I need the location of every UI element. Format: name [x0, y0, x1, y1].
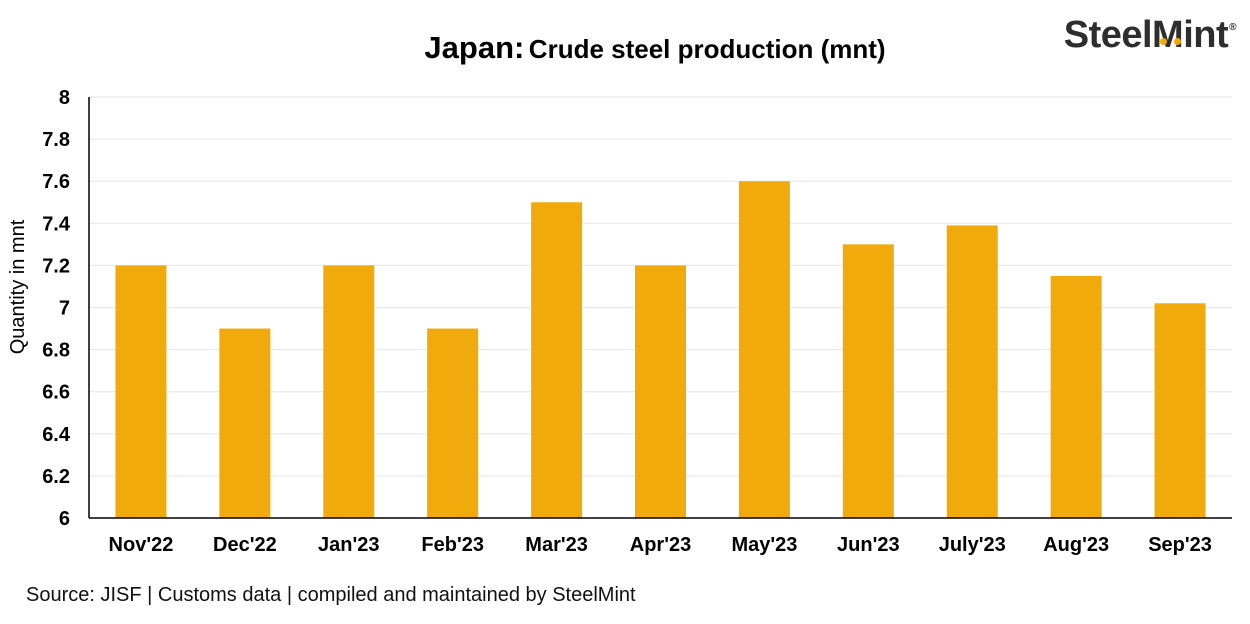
bars: [115, 181, 1206, 518]
bar: [635, 265, 686, 518]
y-tick-label: 6.6: [42, 382, 70, 404]
y-tick-label: 7.6: [42, 171, 70, 193]
y-tick-label: 7.2: [42, 255, 70, 277]
x-tick-labels: Nov'22 Dec'22 Jan'23 Feb'23 Mar'23 Apr'23 May'…: [109, 534, 1212, 556]
bar: [842, 244, 894, 518]
y-tick-label: 6: [59, 508, 70, 530]
bar: [427, 328, 479, 518]
x-tick-label: Aug'23: [1043, 534, 1109, 556]
y-tick-label: 7: [59, 298, 70, 320]
y-tick-label: 7.4: [42, 213, 71, 235]
logo-dots-icon: [1159, 12, 1188, 55]
y-tick-label: 6.2: [42, 466, 70, 488]
x-tick-label: July'23: [939, 534, 1006, 556]
x-tick-label: Nov'22: [109, 534, 174, 556]
bar: [738, 181, 790, 518]
chart-title: Japan: Crude steel production (mnt): [0, 30, 1250, 66]
logo-registered-mark: ®: [1229, 22, 1236, 33]
x-tick-label: Apr'23: [630, 534, 691, 556]
logo-text: SteelMint: [1063, 14, 1229, 56]
x-tick-label: Sep'23: [1148, 534, 1212, 556]
y-tick-label: 8: [59, 87, 70, 109]
source-note: Source: JISF | Customs data | compiled a…: [26, 584, 636, 606]
bar: [323, 265, 375, 518]
bar: [1154, 303, 1206, 518]
x-tick-label: Jan'23: [318, 534, 379, 556]
x-tick-label: Feb'23: [421, 534, 484, 556]
y-tick-label: 6.4: [42, 424, 71, 446]
y-axis-label: Quantity in mnt: [7, 219, 29, 354]
bar: [219, 328, 271, 518]
chart-title-sub: Crude steel production (mnt): [528, 34, 886, 64]
x-tick-label: May'23: [731, 534, 797, 556]
bar: [115, 265, 167, 518]
y-tick-labels: 6 6.2 6.4 6.6 6.8 7 7.2 7.4 7.6 7.8 8: [42, 87, 71, 530]
y-tick-label: 6.8: [42, 340, 70, 362]
chart-title-main: Japan:: [424, 30, 525, 65]
bar: [531, 202, 583, 518]
x-tick-label: Jun'23: [837, 534, 900, 556]
y-tick-label: 7.8: [42, 129, 70, 151]
bar: [946, 225, 998, 518]
x-tick-label: Mar'23: [525, 534, 588, 556]
bar: [1050, 275, 1102, 518]
x-tick-label: Dec'22: [213, 534, 277, 556]
steelmint-logo: SteelMint®: [1063, 12, 1237, 57]
